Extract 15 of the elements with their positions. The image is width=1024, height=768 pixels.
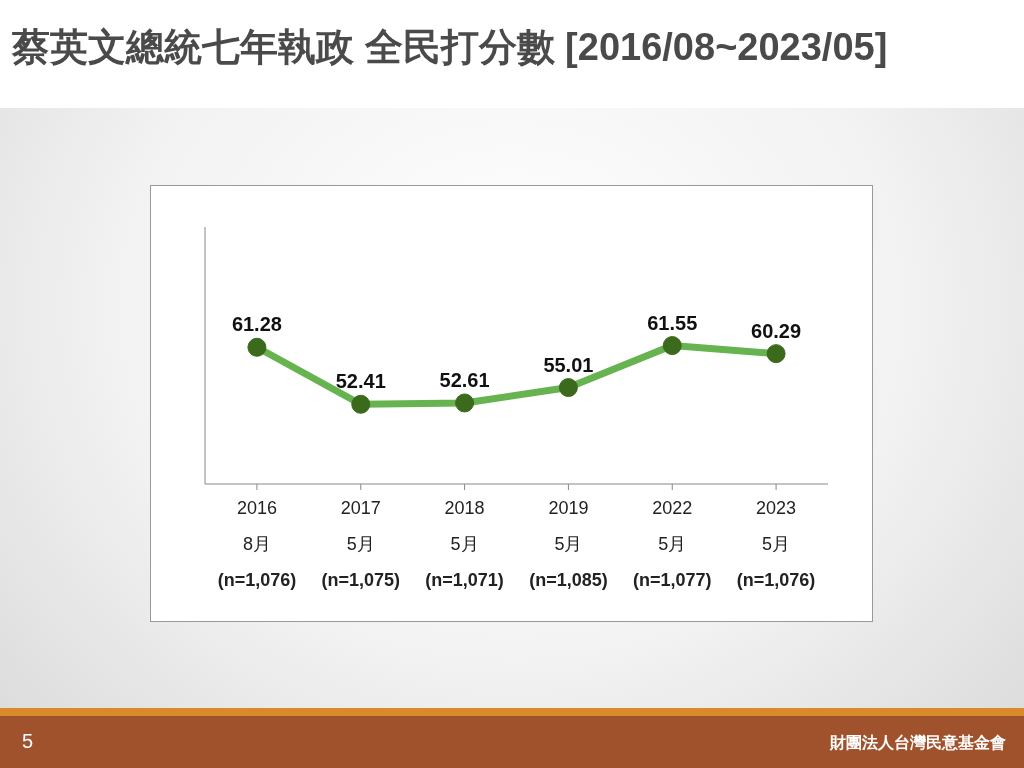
data-label: 61.55 — [647, 311, 698, 334]
x-tick-label: 2023 5月 (n=1,076) — [736, 498, 816, 590]
data-label: 52.61 — [439, 368, 490, 391]
data-label: 60.29 — [751, 319, 802, 342]
data-label: 61.28 — [231, 313, 282, 336]
x-tick-label: 2017 5月 (n=1,075) — [321, 498, 401, 590]
text: 5 — [22, 730, 34, 753]
x-tick-label: 2022 5月 (n=1,077) — [632, 498, 712, 590]
text: 財團法人台灣民意基金會 — [830, 733, 1006, 753]
data-label: 52.41 — [335, 370, 386, 393]
data-label: 55.01 — [543, 353, 594, 376]
x-tick-label: 2016 8月 (n=1,076) — [217, 498, 297, 590]
x-tick-label: 2019 5月 (n=1,085) — [529, 498, 608, 590]
x-tick-label: 2018 5月 (n=1,071) — [425, 498, 504, 590]
chart-title: 蔡英文總統七年執政 全民打分數 [2016/08~2023/05] — [12, 25, 888, 70]
